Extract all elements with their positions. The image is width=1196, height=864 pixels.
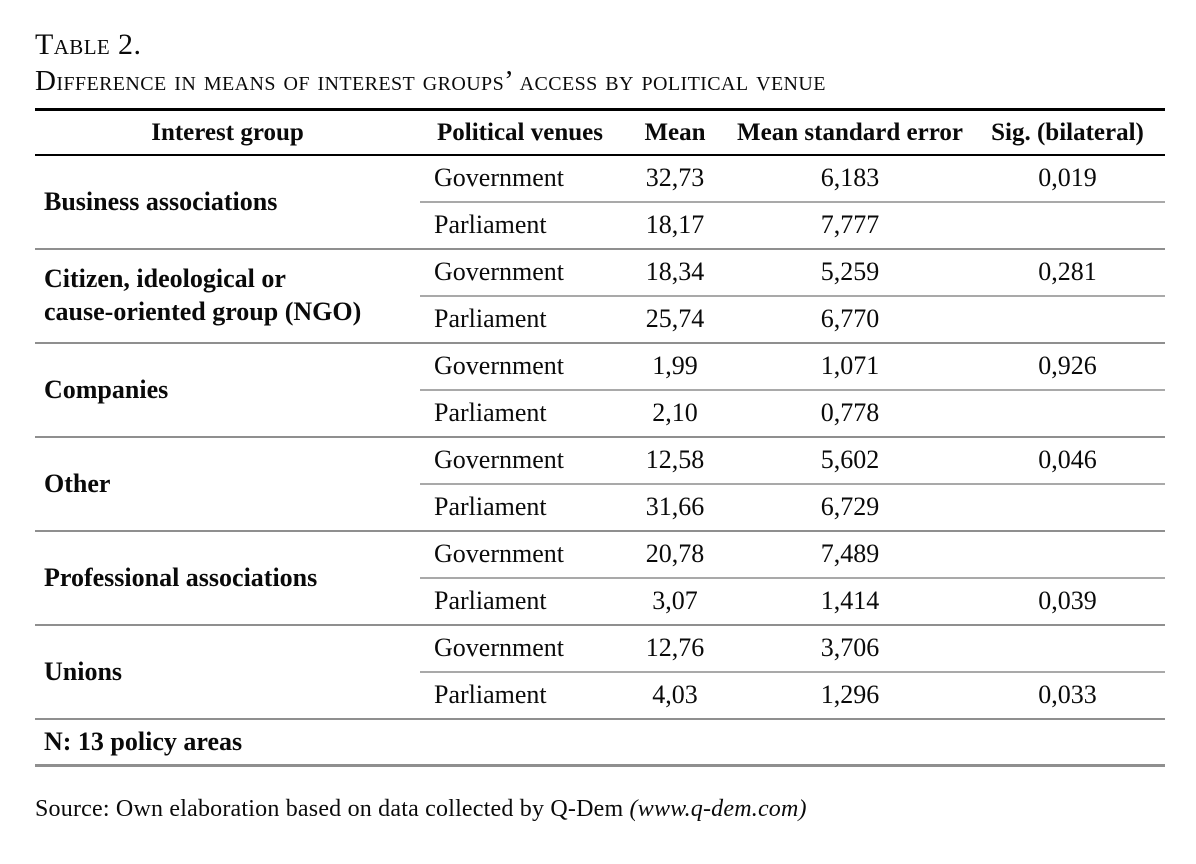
se-cell: 6,183 [730, 154, 970, 203]
venue-cell: Parliament [420, 483, 620, 532]
se-cell: 7,777 [730, 201, 970, 250]
table-footer-note: N: 13 policy areas [35, 718, 1165, 768]
venue-cell: Government [420, 248, 620, 297]
col-header-mean-standard-error: Mean standard error [730, 109, 970, 156]
interest-group-name: Other [35, 436, 420, 532]
table-row: Citizen, ideological or cause-oriented g… [35, 248, 1165, 344]
venue-cell: Parliament [420, 671, 620, 720]
mean-cell: 18,34 [620, 248, 730, 297]
mean-cell: 12,76 [620, 624, 730, 673]
table-header: Interest group Political venues Mean Mea… [35, 109, 1165, 156]
header-row: Interest group Political venues Mean Mea… [35, 109, 1165, 156]
interest-group-name: Professional associations [35, 530, 420, 626]
sig-cell [970, 483, 1165, 532]
page-subtitle: Difference in means of interest groups’ … [35, 64, 826, 97]
mean-cell: 2,10 [620, 389, 730, 438]
venue-cell: Government [420, 530, 620, 579]
table-row: Other Government 12,58 5,602 0,046 [35, 436, 1165, 532]
mean-cell: 4,03 [620, 671, 730, 720]
sig-cell: 0,039 [970, 577, 1165, 626]
col-header-interest-group: Interest group [35, 109, 420, 156]
se-cell: 7,489 [730, 530, 970, 579]
source-note-text: Source: Own elaboration based on data co… [35, 796, 630, 823]
source-note: Source: Own elaboration based on data co… [35, 796, 1165, 823]
venue-cell: Government [420, 624, 620, 673]
venue-cell: Government [420, 436, 620, 485]
venue-cell: Parliament [420, 577, 620, 626]
table-row: N: 13 policy areas [35, 718, 1165, 768]
sig-cell: 0,033 [970, 671, 1165, 720]
source-note-url: (www.q-dem.com) [629, 796, 807, 823]
table-body: Business associations Government 32,73 6… [35, 154, 1165, 768]
col-header-mean: Mean [620, 109, 730, 156]
mean-cell: 20,78 [620, 530, 730, 579]
title-block: Table 2. Difference in means of interest… [35, 26, 1165, 98]
table-row: Parliament 18,17 7,777 [35, 201, 1165, 250]
col-header-sig-bilateral: Sig. (bilateral) [970, 109, 1165, 156]
se-cell: 3,706 [730, 624, 970, 673]
se-cell: 6,770 [730, 295, 970, 344]
sig-cell: 0,046 [970, 436, 1165, 485]
interest-group-name: Business associations [35, 154, 420, 250]
venue-cell: Government [420, 342, 620, 391]
se-cell: 1,414 [730, 577, 970, 626]
mean-cell: 31,66 [620, 483, 730, 532]
sig-cell [970, 624, 1165, 673]
table-row: Professional associations Government 20,… [35, 530, 1165, 626]
sig-cell: 0,926 [970, 342, 1165, 391]
se-cell: 1,071 [730, 342, 970, 391]
table-row: Business associations Government 32,73 6… [35, 154, 1165, 250]
venue-cell: Parliament [420, 201, 620, 250]
page: Table 2. Difference in means of interest… [35, 26, 1165, 823]
se-cell: 5,602 [730, 436, 970, 485]
venue-cell: Parliament [420, 295, 620, 344]
sig-cell [970, 389, 1165, 438]
venue-cell: Government [420, 154, 620, 203]
mean-cell: 12,58 [620, 436, 730, 485]
sig-cell [970, 530, 1165, 579]
sig-cell: 0,019 [970, 154, 1165, 203]
mean-cell: 3,07 [620, 577, 730, 626]
table-row: Parliament 4,03 1,296 0,033 [35, 671, 1165, 720]
se-cell: 5,259 [730, 248, 970, 297]
se-cell: 6,729 [730, 483, 970, 532]
page-title: Table 2. [35, 28, 142, 61]
se-cell: 0,778 [730, 389, 970, 438]
mean-cell: 18,17 [620, 201, 730, 250]
interest-group-name: Companies [35, 342, 420, 438]
col-header-political-venues: Political venues [420, 109, 620, 156]
interest-group-name: Unions [35, 624, 420, 720]
se-cell: 1,296 [730, 671, 970, 720]
venue-cell: Parliament [420, 389, 620, 438]
sig-cell: 0,281 [970, 248, 1165, 297]
results-table: Interest group Political venues Mean Mea… [35, 108, 1165, 768]
table-row: Unions Government 12,76 3,706 [35, 624, 1165, 720]
table-row: Parliament 25,74 6,770 [35, 295, 1165, 344]
mean-cell: 25,74 [620, 295, 730, 344]
table-row: Parliament 3,07 1,414 0,039 [35, 577, 1165, 626]
sig-cell [970, 201, 1165, 250]
table-row: Companies Government 1,99 1,071 0,926 [35, 342, 1165, 438]
table-row: Parliament 2,10 0,778 [35, 389, 1165, 438]
mean-cell: 32,73 [620, 154, 730, 203]
sig-cell [970, 295, 1165, 344]
table-row: Parliament 31,66 6,729 [35, 483, 1165, 532]
interest-group-name: Citizen, ideological or cause-oriented g… [35, 248, 420, 344]
mean-cell: 1,99 [620, 342, 730, 391]
